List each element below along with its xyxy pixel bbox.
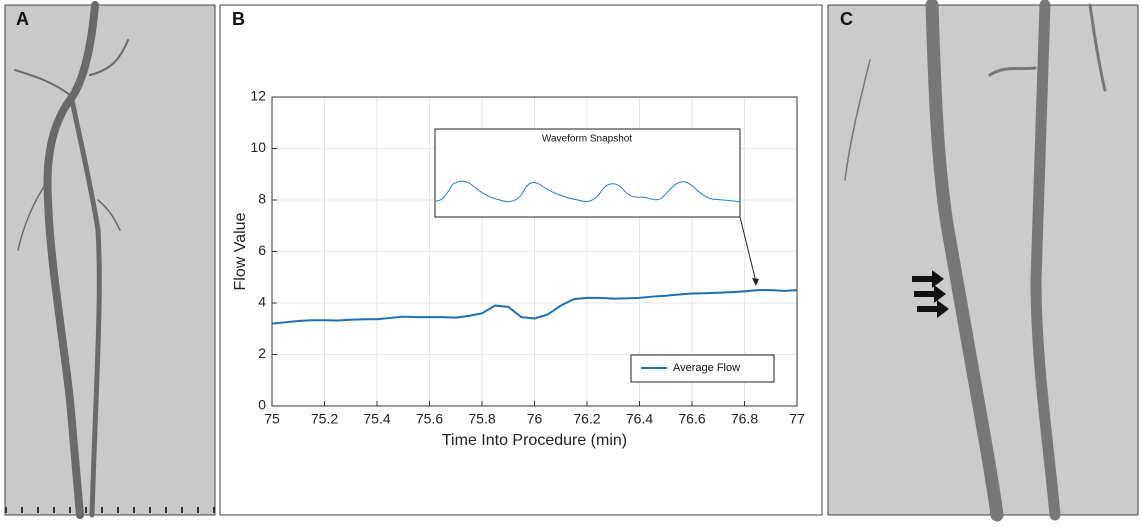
vessels-a [14, 1, 129, 519]
arrows [912, 270, 949, 318]
y-tick-label: 10 [250, 139, 266, 155]
x-tick-label: 76.4 [626, 411, 653, 427]
x-tick-label: 75.6 [416, 411, 443, 427]
x-axis-label: Time Into Procedure (min) [442, 432, 627, 449]
x-tick-label: 75.4 [363, 411, 390, 427]
y-axis-label: Flow Value [232, 212, 249, 290]
legend-label: Average Flow [673, 362, 740, 374]
y-tick-label: 12 [250, 88, 266, 104]
inset-waveform [435, 180, 741, 203]
inset-pointer-head [752, 278, 759, 286]
x-tick-label: 75.8 [468, 411, 495, 427]
plot: 0 2 4 6 8 10 12 75 75.2 75.4 75.6 75.8 76 76.2 76.4 76.… [232, 88, 805, 450]
panel-a [4, 4, 216, 516]
panel-label: C [840, 9, 853, 29]
x-tick-label: 76.6 [678, 411, 705, 427]
x-tick-label: 76 [527, 411, 543, 427]
x-tick-label: 76.2 [573, 411, 600, 427]
x-tick-label: 75 [264, 411, 280, 427]
y-tick-label: 0 [258, 397, 266, 413]
panel-label: A [16, 9, 29, 29]
y-tick-label: 6 [258, 242, 266, 258]
x-tick-label: 76.8 [731, 411, 758, 427]
inset-title: Waveform Snapshot [542, 134, 632, 145]
plot-frame [271, 96, 798, 407]
y-tick-label: 8 [258, 191, 266, 207]
inset-box [434, 128, 741, 218]
x-tick-label: 75.2 [311, 411, 338, 427]
inset-pointer [739, 216, 757, 283]
panel-label: B [232, 9, 245, 29]
data-line [271, 289, 798, 325]
x-tick-label: 77 [789, 411, 805, 427]
y-tick-label: 4 [258, 294, 266, 310]
y-tick-label: 2 [258, 345, 266, 361]
vessels-c [844, 0, 1107, 522]
